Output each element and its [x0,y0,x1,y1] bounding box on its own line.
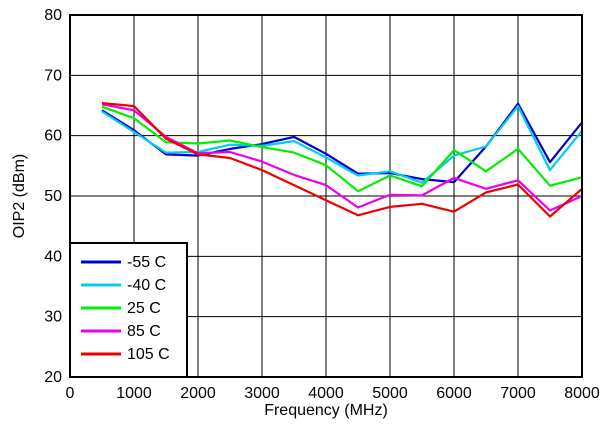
y-tick-label: 30 [44,309,62,326]
legend-label: 25 C [127,300,161,317]
x-tick-label: 1000 [116,385,152,402]
y-tick-label: 60 [44,128,62,145]
series-line-2 [101,105,583,193]
y-tick-label: 70 [44,67,62,84]
x-tick-label: 5000 [372,385,408,402]
x-tick-labels: 0 1000 2000 3000 4000 5000 6000 7000 8000 [66,385,600,402]
y-tick-label: 80 [44,7,62,24]
x-tick-label: 8000 [564,385,600,402]
legend-label: -55 C [127,254,166,271]
x-tick-label: 3000 [244,385,280,402]
series-line-3 [101,103,583,212]
y-axis-label: OIP2 (dBm) [11,154,28,238]
y-tick-label: 50 [44,188,62,205]
plot-area-frame [69,14,583,378]
y-tick-label: 40 [44,248,62,265]
legend-label: 105 C [127,346,170,363]
x-tick-label: 7000 [500,385,536,402]
series-line-1 [101,104,583,184]
x-tick-label: 4000 [308,385,344,402]
legend-label: -40 C [127,277,166,294]
x-tick-label: 6000 [436,385,472,402]
legend-label: 85 C [127,323,161,340]
x-tick-label: 2000 [180,385,216,402]
y-tick-label: 20 [44,369,62,386]
y-tick-labels: 20 30 40 50 60 70 80 [44,7,62,386]
legend: -55 C -40 C 25 C 85 C 105 C [69,242,188,378]
x-tick-label: 0 [66,385,75,402]
series-line-4 [101,102,583,218]
series-lines [101,102,583,218]
x-axis-label: Frequency (MHz) [264,402,388,419]
